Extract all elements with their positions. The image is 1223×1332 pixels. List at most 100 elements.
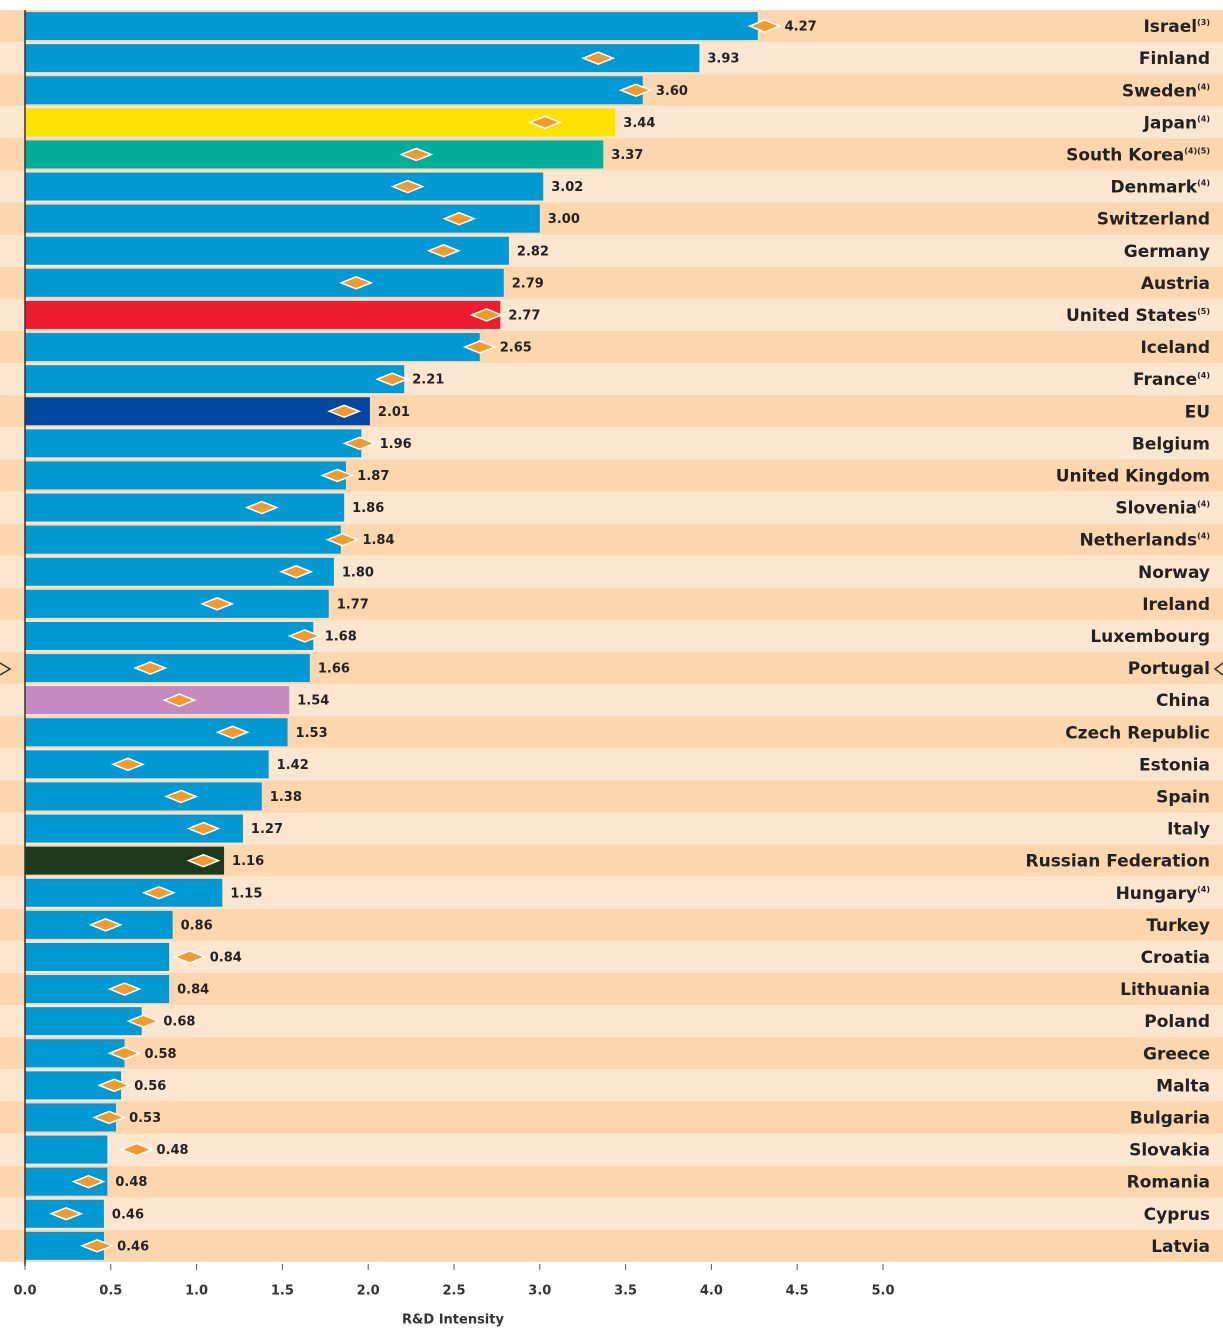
x-tick-label: 2.5: [442, 1284, 465, 1299]
category-note: (4): [1197, 531, 1210, 540]
category-label: Spain: [1156, 787, 1210, 807]
bar: [25, 525, 341, 554]
category-note: (4)(5): [1184, 146, 1210, 155]
bar: [25, 1135, 108, 1164]
category-label: Netherlands(4): [1080, 531, 1210, 551]
category-name: EU: [1185, 402, 1210, 422]
diamond-marker: [747, 19, 782, 33]
diamond-marker: [162, 693, 197, 707]
value-label: 1.27: [251, 822, 283, 837]
value-label: 2.79: [512, 276, 544, 291]
category-name: Hungary: [1116, 884, 1198, 904]
category-label: Greece: [1143, 1044, 1210, 1064]
category-label: Estonia: [1139, 755, 1210, 775]
value-label: 2.77: [508, 308, 540, 323]
category-name: Slovenia: [1115, 499, 1197, 519]
category-label: Slovakia: [1129, 1141, 1210, 1161]
x-tick-label: 1.0: [185, 1284, 208, 1299]
value-label: 1.16: [232, 854, 264, 869]
diamond-marker: [119, 1142, 154, 1157]
marker-right: [1213, 662, 1223, 676]
diamond-marker: [126, 1014, 161, 1028]
diamond-marker: [215, 725, 250, 740]
value-label: 0.53: [129, 1111, 161, 1126]
category-name: Malta: [1156, 1076, 1210, 1096]
x-tick-label: 0.5: [99, 1284, 122, 1299]
category-label: Norway: [1138, 563, 1210, 583]
value-label: 3.60: [656, 84, 688, 99]
category-label: United Kingdom: [1056, 466, 1210, 486]
category-name: Norway: [1138, 563, 1210, 583]
diamond-marker: [287, 629, 322, 643]
bar: [25, 621, 314, 650]
category-label: Hungary(4): [1116, 884, 1210, 904]
row-band: [0, 1101, 1223, 1134]
bar: [25, 1007, 142, 1036]
diamond-marker: [279, 564, 314, 579]
category-name: France: [1133, 370, 1197, 390]
value-label: 1.87: [357, 469, 389, 484]
row-band: [0, 1229, 1223, 1262]
x-tick-label: 0.0: [13, 1284, 36, 1299]
value-label: 2.21: [412, 373, 444, 388]
category-name: Germany: [1124, 242, 1210, 262]
value-label: 1.42: [277, 758, 309, 773]
bar: [25, 975, 170, 1004]
category-label: Latvia: [1151, 1237, 1210, 1257]
category-label: Portugal: [1128, 659, 1210, 679]
x-tick-label: 4.5: [786, 1284, 809, 1299]
category-name: Croatia: [1141, 948, 1210, 968]
category-label: Russian Federation: [1026, 852, 1211, 872]
category-label: Ireland: [1142, 595, 1210, 615]
category-name: Ireland: [1142, 595, 1210, 615]
category-name: Iceland: [1140, 338, 1210, 358]
diamond-marker: [80, 1239, 115, 1253]
category-label: Turkey: [1146, 916, 1210, 936]
value-label: 3.93: [707, 52, 739, 67]
category-name: Switzerland: [1097, 210, 1210, 230]
marker-left: [0, 662, 12, 676]
diamond-marker: [390, 179, 425, 194]
row-band: [0, 908, 1223, 941]
value-label: 1.66: [318, 662, 350, 677]
category-name: Greece: [1143, 1044, 1210, 1064]
row-band: [0, 1005, 1223, 1038]
value-label: 0.86: [181, 918, 213, 933]
category-note: (5): [1197, 306, 1210, 315]
category-name: United Kingdom: [1056, 466, 1210, 486]
diamond-marker: [172, 950, 207, 964]
category-name: Romania: [1127, 1173, 1210, 1193]
category-name: United States: [1066, 306, 1197, 326]
bar: [25, 300, 501, 329]
x-tick-label: 2.0: [357, 1284, 380, 1299]
category-name: Italy: [1167, 820, 1210, 840]
bar: [25, 589, 329, 618]
category-name: Sweden: [1122, 81, 1197, 101]
diamond-marker: [133, 661, 168, 675]
bar: [25, 76, 643, 105]
x-tick-label: 3.5: [614, 1284, 637, 1299]
diamond-marker: [462, 340, 497, 354]
diamond-marker: [339, 276, 374, 290]
diamond-marker: [141, 885, 176, 900]
diamond-marker: [527, 115, 562, 130]
category-label: EU: [1185, 402, 1210, 422]
diamond-marker: [97, 1078, 132, 1093]
value-label: 0.46: [112, 1207, 144, 1222]
bar: [25, 108, 616, 137]
diamond-marker: [164, 789, 199, 804]
diamond-marker: [107, 1046, 142, 1061]
diamond-marker: [342, 436, 377, 451]
category-label: Luxembourg: [1090, 627, 1210, 647]
category-label: Slovenia(4): [1115, 499, 1210, 519]
diamond-marker: [88, 918, 123, 932]
category-name: Finland: [1139, 49, 1210, 69]
value-label: 2.82: [517, 244, 549, 259]
category-name: Latvia: [1151, 1237, 1210, 1257]
category-label: China: [1156, 691, 1210, 711]
category-note: (4): [1197, 178, 1210, 187]
value-label: 0.48: [157, 1143, 189, 1158]
bar: [25, 268, 504, 297]
bar: [25, 12, 758, 41]
